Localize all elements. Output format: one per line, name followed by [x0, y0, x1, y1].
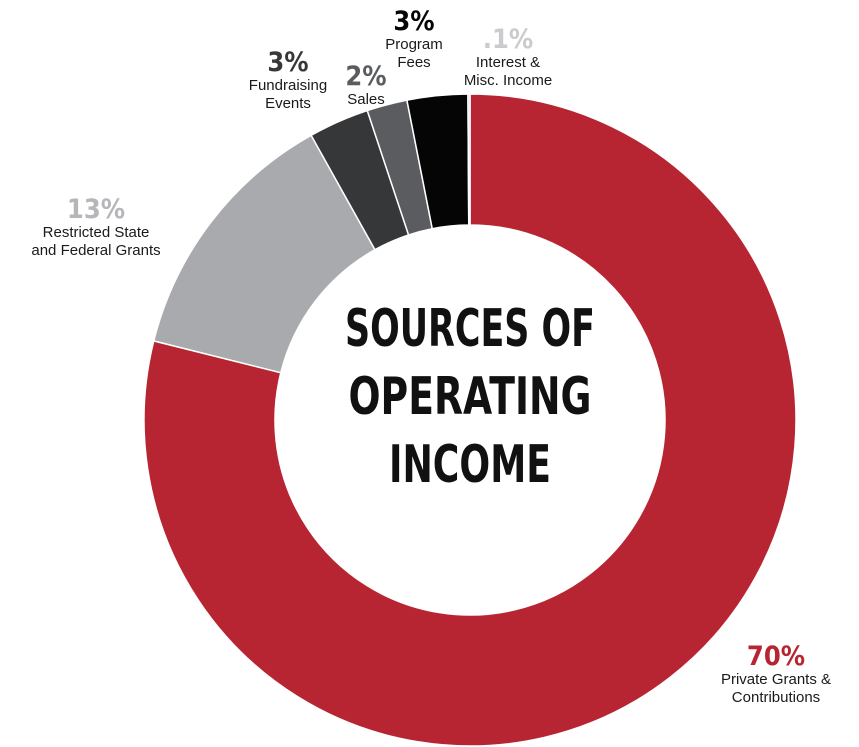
chart-title-line: OPERATING [349, 367, 592, 427]
slice-private-grants-contributions [143, 93, 797, 747]
category-label-sales: Sales [347, 91, 385, 108]
pct-label-private-grants-contributions: 70% [747, 641, 805, 672]
category-label-restricted-state-and-federal-grants: and Federal Grants [31, 242, 160, 259]
category-label-private-grants-contributions: Private Grants & [721, 671, 831, 688]
donut-slices [143, 93, 797, 747]
category-label-private-grants-contributions: Contributions [732, 689, 820, 706]
slice-labels: 70%Private Grants &Contributions 13%Restr… [31, 6, 831, 706]
chart-title: SOURCES OF OPERATING INCOME [345, 299, 595, 495]
slice-interest-misc-income [467, 93, 471, 226]
category-label-fundraising-events: Fundraising [249, 77, 327, 94]
category-label-restricted-state-and-federal-grants: Restricted State [43, 224, 150, 241]
chart-title-line: SOURCES OF [345, 299, 595, 359]
chart-title-line: INCOME [389, 435, 551, 495]
pct-label-fundraising-events: 3% [267, 47, 308, 78]
category-label-program-fees: Fees [397, 54, 430, 71]
pct-label-interest-misc-income: .1% [483, 24, 533, 55]
category-label-program-fees: Program [385, 36, 443, 53]
category-label-interest-misc-income: Interest & [476, 54, 540, 71]
pct-label-sales: 2% [345, 61, 386, 92]
pct-label-program-fees: 3% [393, 6, 434, 37]
category-label-interest-misc-income: Misc. Income [464, 72, 552, 89]
pct-label-restricted-state-and-federal-grants: 13% [67, 194, 125, 225]
category-label-fundraising-events: Events [265, 95, 311, 112]
